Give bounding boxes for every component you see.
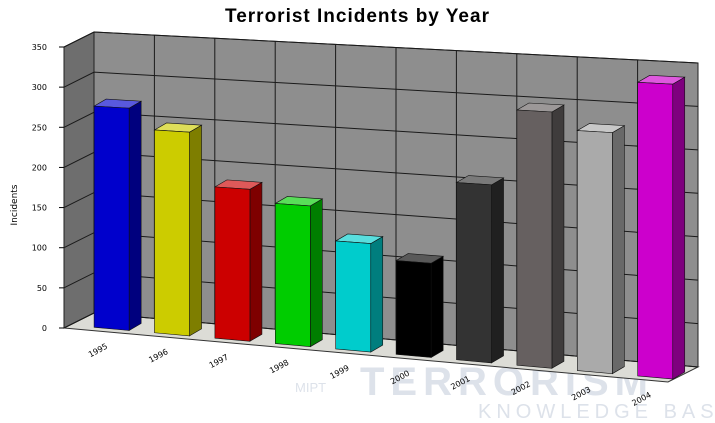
y-tick-label: 150 (32, 204, 47, 213)
chart-title: Terrorist Incidents by Year (225, 6, 490, 27)
bar-1995 (93, 98, 143, 332)
bar-front (516, 109, 553, 369)
bar-2004 (636, 75, 686, 380)
bar-side (551, 104, 565, 369)
bar-1999 (334, 233, 384, 353)
watermark-prefix: MIPT (295, 380, 326, 395)
bar-2003 (576, 123, 626, 375)
bar-front (576, 130, 613, 375)
bar-side (128, 100, 142, 332)
bar-front (214, 186, 251, 342)
bar-side (491, 177, 504, 364)
bar-side (310, 198, 323, 348)
y-tick-label: 350 (32, 43, 47, 52)
bar-front (274, 203, 311, 348)
gridline-h (63, 71, 699, 107)
bar-front (637, 81, 674, 380)
y-tick-label: 50 (37, 284, 47, 293)
watermark-sub: KNOWLEDGE BAS (478, 401, 715, 423)
x-tick-label: 1997 (208, 353, 230, 371)
y-tick-label: 200 (32, 163, 47, 172)
bar-2000 (395, 253, 445, 359)
bar-side (249, 181, 263, 342)
y-tick-label: 0 (42, 324, 47, 333)
y-tick-label: 100 (32, 244, 47, 253)
bar-side (189, 124, 202, 337)
x-tick-label: 1996 (147, 347, 169, 365)
y-axis-ticks: 0 50 100 150 200 250 300 350 (32, 43, 64, 333)
bar-front (456, 182, 492, 364)
bar-side (672, 76, 686, 380)
bar-front (395, 260, 432, 358)
y-tick-label: 250 (32, 123, 47, 132)
bar-front (154, 129, 190, 337)
x-tick-label: 1995 (87, 342, 109, 360)
bar-1997 (213, 179, 263, 342)
bar-2001 (455, 175, 505, 364)
bar-front (93, 105, 130, 331)
x-tick-label: 1999 (329, 363, 351, 381)
x-tick-label: 1998 (268, 358, 290, 376)
bar-front (335, 240, 372, 353)
y-tick-label: 300 (32, 83, 47, 92)
bar-side (612, 125, 625, 375)
bar-1998 (274, 196, 324, 348)
left-wall (63, 31, 95, 329)
bar-side (430, 255, 444, 359)
bar-side (370, 236, 384, 353)
bar-1996 (153, 122, 203, 337)
y-axis-label: Incidents (10, 184, 20, 225)
bar-2002 (515, 102, 565, 369)
chart-bars (93, 75, 686, 380)
gridline-h (63, 31, 699, 64)
